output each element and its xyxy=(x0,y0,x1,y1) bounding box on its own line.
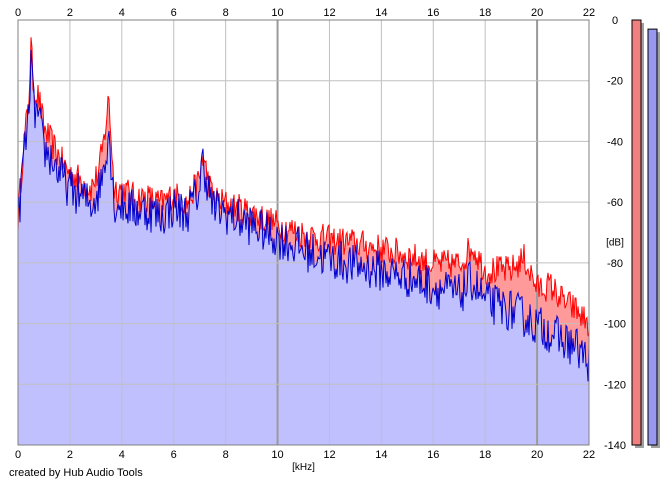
y-tick-label: -140 xyxy=(604,440,626,452)
x-tick-label-top: 8 xyxy=(223,7,229,19)
series-right-line xyxy=(17,49,590,382)
x-tick-label-top: 10 xyxy=(271,7,283,19)
x-tick-label-bottom: 20 xyxy=(531,449,543,461)
x-tick-label-top: 4 xyxy=(119,7,125,19)
level-meter-right xyxy=(647,28,658,446)
x-axis-label: [kHz] xyxy=(292,462,315,473)
series-right-fill xyxy=(18,49,589,446)
x-tick-label-top: 12 xyxy=(323,7,335,19)
plot-frame xyxy=(17,19,590,446)
x-tick-label-bottom: 18 xyxy=(479,449,491,461)
x-tick-label-bottom: 2 xyxy=(67,449,73,461)
credit-text: created by Hub Audio Tools xyxy=(9,467,143,479)
x-tick-label-bottom: 16 xyxy=(427,449,439,461)
y-tick-label: -20 xyxy=(607,76,623,88)
x-tick-label-bottom: 10 xyxy=(271,449,283,461)
x-tick-label-top: 6 xyxy=(171,7,177,19)
x-tick-label-top: 14 xyxy=(375,7,387,19)
y-tick-label: -40 xyxy=(607,136,623,148)
x-tick-label-bottom: 22 xyxy=(583,449,595,461)
x-tick-label-bottom: 4 xyxy=(119,449,125,461)
y-tick-label: -60 xyxy=(607,197,623,209)
series-left-line xyxy=(17,37,590,337)
x-tick-label-top: 2 xyxy=(67,7,73,19)
x-tick-label-top: 22 xyxy=(583,7,595,19)
x-tick-label-bottom: 6 xyxy=(171,449,177,461)
y-tick-label: -80 xyxy=(607,258,623,270)
y-tick-label: -120 xyxy=(604,379,626,391)
y-tick-label: -100 xyxy=(604,319,626,331)
level-meter-left xyxy=(631,19,642,446)
x-tick-label-bottom: 12 xyxy=(323,449,335,461)
x-tick-label-top: 18 xyxy=(479,7,491,19)
x-tick-label-top: 20 xyxy=(531,7,543,19)
x-tick-label-top: 0 xyxy=(15,7,21,19)
y-tick-label: 0 xyxy=(612,15,618,27)
x-tick-label-top: 16 xyxy=(427,7,439,19)
x-tick-label-bottom: 8 xyxy=(223,449,229,461)
y-axis-label: [dB] xyxy=(606,238,624,249)
x-tick-label-bottom: 0 xyxy=(15,449,21,461)
x-tick-label-bottom: 14 xyxy=(375,449,387,461)
